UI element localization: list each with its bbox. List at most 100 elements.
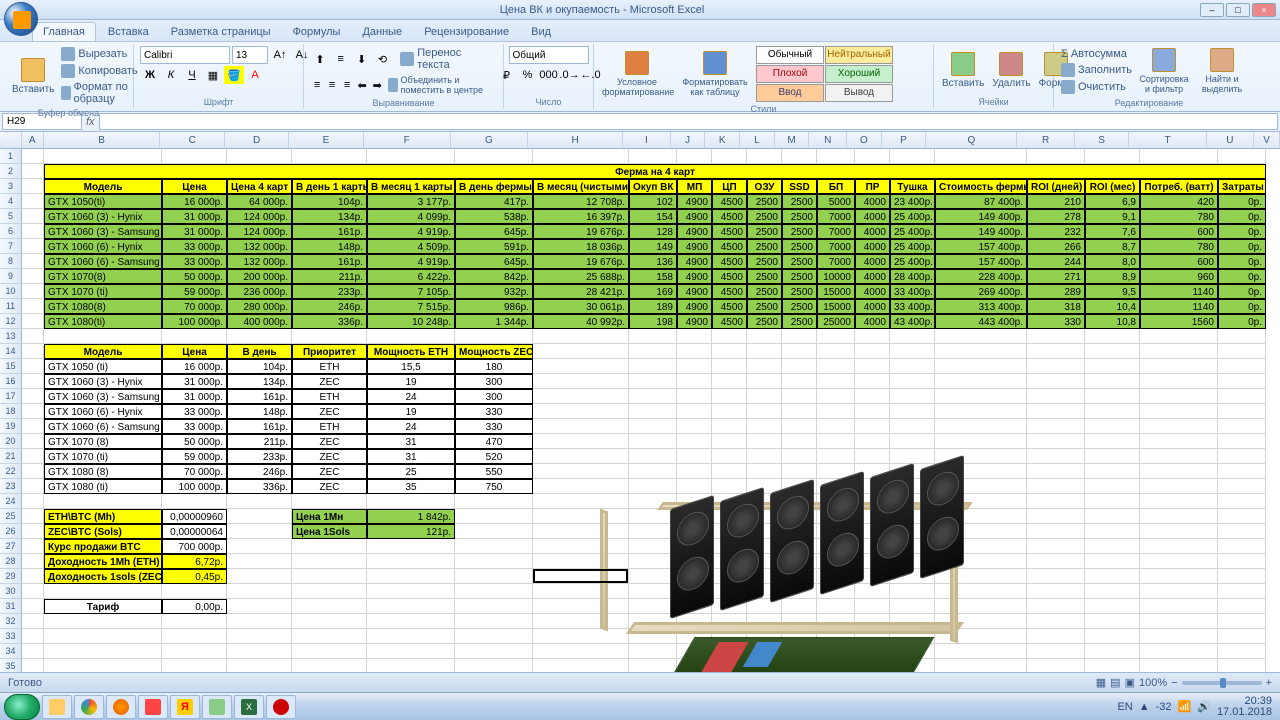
cell[interactable]: 33 400р.: [890, 284, 935, 299]
bold-button[interactable]: Ж: [140, 66, 160, 84]
cell[interactable]: [292, 599, 367, 614]
cell[interactable]: 550: [455, 464, 533, 479]
cell[interactable]: [855, 389, 890, 404]
worksheet-area[interactable]: ABCDEFGHIJKLMNOPQRSTUV 12Ферма на 4 карт…: [0, 132, 1280, 672]
cell[interactable]: 591р.: [455, 239, 533, 254]
col-header[interactable]: D: [225, 132, 289, 148]
cell[interactable]: [162, 614, 227, 629]
tray-network-icon[interactable]: 📶: [1178, 700, 1192, 713]
cell[interactable]: [782, 359, 817, 374]
cell[interactable]: 2500: [747, 254, 782, 269]
cell[interactable]: 300: [455, 389, 533, 404]
cell[interactable]: [44, 329, 162, 344]
cell[interactable]: 4500: [712, 269, 747, 284]
cell[interactable]: GTX 1060 (6) - Hynix: [44, 404, 162, 419]
cell[interactable]: [890, 389, 935, 404]
cell[interactable]: [1027, 434, 1085, 449]
row-header[interactable]: 11: [0, 299, 22, 314]
cell[interactable]: 2500: [782, 269, 817, 284]
cell[interactable]: 246р.: [227, 464, 292, 479]
cell[interactable]: ETH: [292, 389, 367, 404]
cell[interactable]: 161р.: [292, 224, 367, 239]
style-cell[interactable]: Хороший: [825, 65, 893, 83]
cell[interactable]: [855, 344, 890, 359]
cell[interactable]: [533, 419, 629, 434]
cell[interactable]: 300: [455, 374, 533, 389]
cell[interactable]: 124 000р.: [227, 224, 292, 239]
cell[interactable]: 0р.: [1218, 299, 1266, 314]
cell[interactable]: GTX 1060 (3) - Hynix: [44, 374, 162, 389]
cell[interactable]: 236 000р.: [227, 284, 292, 299]
close-button[interactable]: ×: [1252, 3, 1276, 17]
cell[interactable]: 780: [1140, 239, 1218, 254]
cell[interactable]: [292, 629, 367, 644]
cell[interactable]: 0,00р.: [162, 599, 227, 614]
cell[interactable]: [1027, 629, 1085, 644]
row-header[interactable]: 14: [0, 344, 22, 359]
cell[interactable]: 4000: [855, 254, 890, 269]
cell[interactable]: [1218, 659, 1266, 672]
cell[interactable]: [22, 614, 44, 629]
cell[interactable]: 16 000р.: [162, 194, 227, 209]
cell[interactable]: ZEC: [292, 449, 367, 464]
increase-decimal-button[interactable]: .0→: [560, 66, 580, 84]
cell[interactable]: 2500: [747, 209, 782, 224]
cell[interactable]: [227, 584, 292, 599]
cell[interactable]: 6 422р.: [367, 269, 455, 284]
cell[interactable]: [227, 659, 292, 672]
cell[interactable]: [367, 569, 455, 584]
cell[interactable]: [1140, 509, 1218, 524]
cell[interactable]: GTX 1080 (8): [44, 464, 162, 479]
cell[interactable]: 18 036р.: [533, 239, 629, 254]
cell[interactable]: 15000: [817, 284, 855, 299]
tray-volume-icon[interactable]: 🔊: [1197, 700, 1211, 713]
cell[interactable]: [712, 389, 747, 404]
cell[interactable]: 2500: [747, 299, 782, 314]
cell[interactable]: [747, 434, 782, 449]
col-header[interactable]: O: [847, 132, 882, 148]
cell[interactable]: [629, 404, 677, 419]
cell[interactable]: [44, 494, 162, 509]
cell[interactable]: [22, 149, 44, 164]
col-header[interactable]: K: [705, 132, 740, 148]
cell[interactable]: 70 000р.: [162, 464, 227, 479]
col-header[interactable]: N: [809, 132, 847, 148]
cell[interactable]: Тариф: [44, 599, 162, 614]
cell[interactable]: 210: [1027, 194, 1085, 209]
cell[interactable]: [1140, 629, 1218, 644]
cell[interactable]: GTX 1080(8): [44, 299, 162, 314]
cell[interactable]: 7000: [817, 254, 855, 269]
cell[interactable]: 4500: [712, 314, 747, 329]
cell[interactable]: [1085, 464, 1140, 479]
cell[interactable]: 25 400р.: [890, 239, 935, 254]
delete-cells-button[interactable]: Удалить: [990, 50, 1032, 91]
cell[interactable]: [890, 359, 935, 374]
cell[interactable]: 10,4: [1085, 299, 1140, 314]
cell[interactable]: [22, 389, 44, 404]
cell[interactable]: [1218, 644, 1266, 659]
row-header[interactable]: 1: [0, 149, 22, 164]
cell[interactable]: [367, 599, 455, 614]
cell[interactable]: [22, 644, 44, 659]
cell[interactable]: [1218, 629, 1266, 644]
cell[interactable]: [677, 389, 712, 404]
cell[interactable]: 4000: [855, 224, 890, 239]
cell[interactable]: [292, 494, 367, 509]
cell[interactable]: Доходность 1sols (ZEC): [44, 569, 162, 584]
cell[interactable]: [629, 374, 677, 389]
cell[interactable]: 33 000р.: [162, 419, 227, 434]
cell[interactable]: [935, 374, 1027, 389]
cell[interactable]: [22, 554, 44, 569]
start-button[interactable]: [4, 694, 40, 720]
cell[interactable]: 6,72р.: [162, 554, 227, 569]
cell[interactable]: [1027, 449, 1085, 464]
cell[interactable]: [22, 464, 44, 479]
cell[interactable]: [533, 359, 629, 374]
cell[interactable]: [1140, 149, 1218, 164]
merge-center-button[interactable]: Объединить и поместить в центре: [387, 74, 497, 96]
cell[interactable]: [747, 359, 782, 374]
cell[interactable]: [22, 509, 44, 524]
cell[interactable]: [677, 329, 712, 344]
cell[interactable]: [1140, 434, 1218, 449]
col-header[interactable]: F: [364, 132, 451, 148]
